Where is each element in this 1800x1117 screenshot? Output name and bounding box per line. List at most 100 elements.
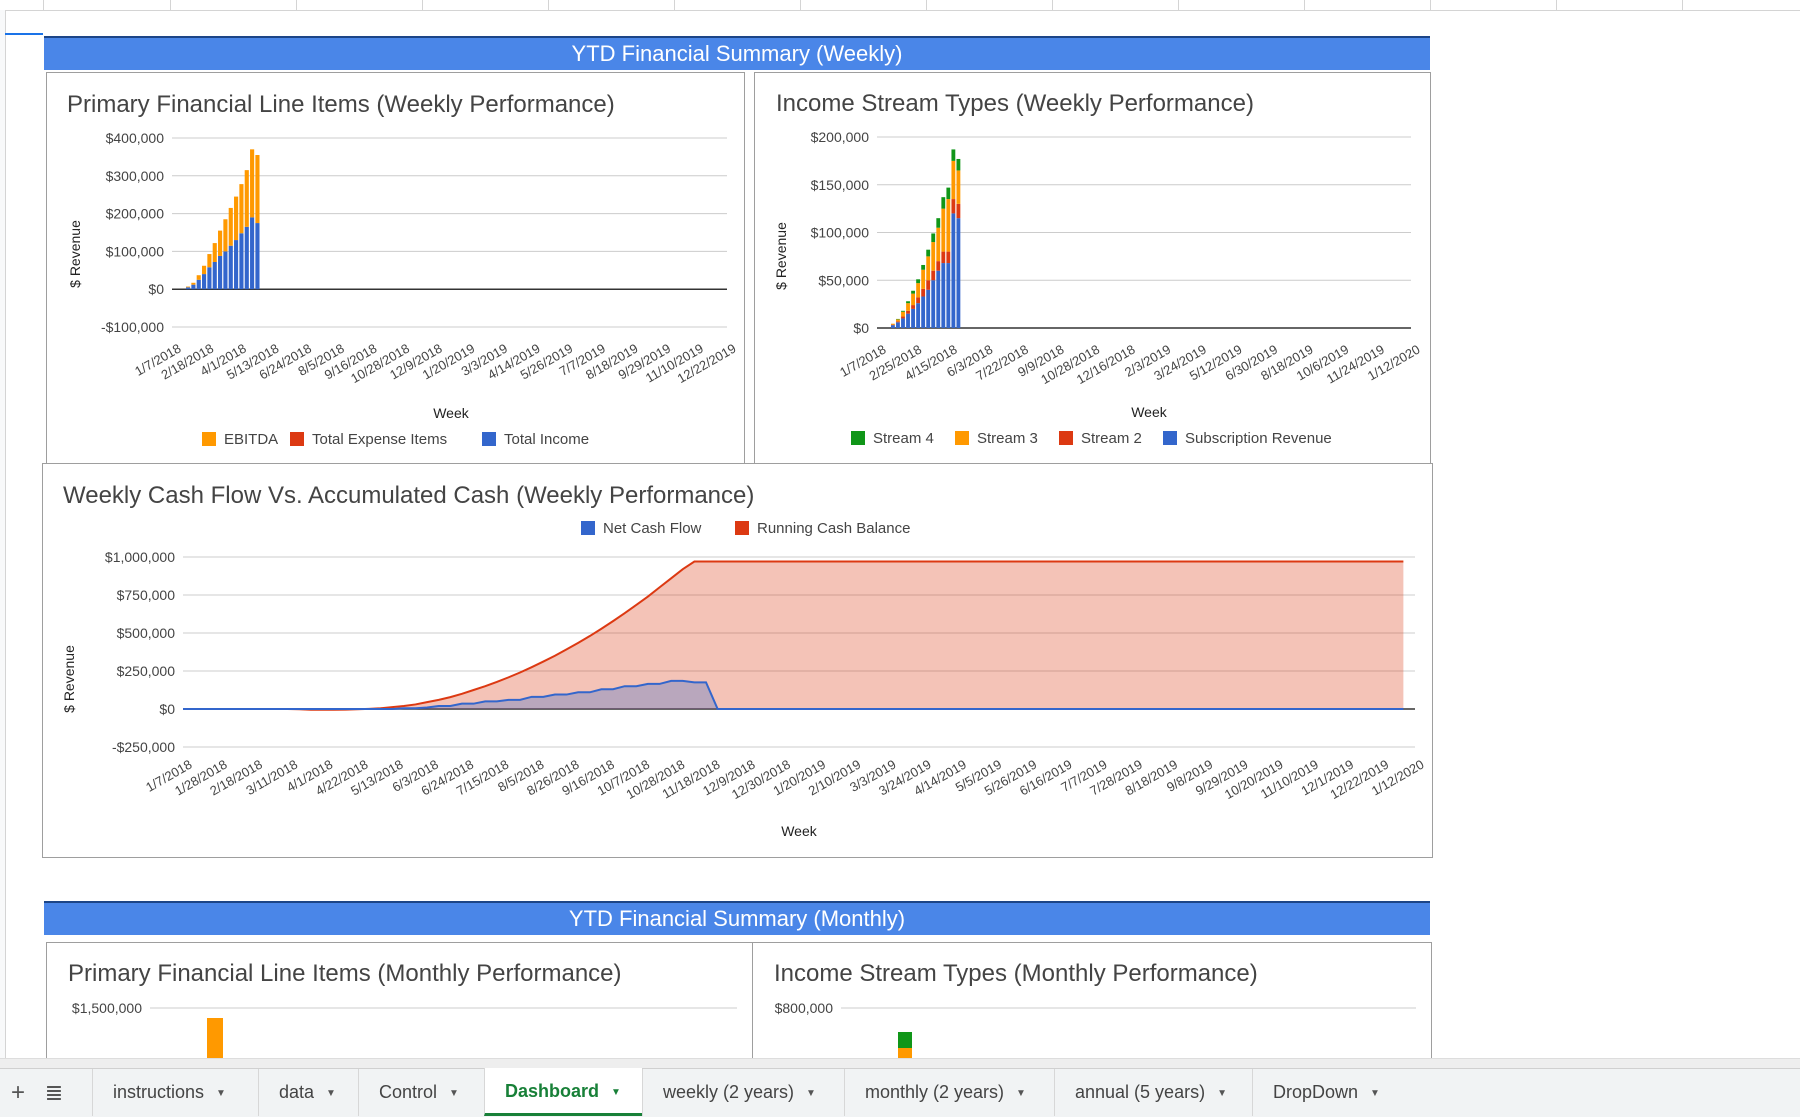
column-divider: [548, 0, 549, 10]
tab-menu-caret-icon[interactable]: ▼: [1217, 1071, 1227, 1117]
legend-swatch: [482, 432, 496, 446]
area-fill: [183, 562, 1403, 710]
bar: [207, 254, 211, 267]
tab-menu-caret-icon[interactable]: ▼: [1016, 1071, 1026, 1117]
bar: [951, 149, 955, 160]
tab-menu-caret-icon[interactable]: ▼: [326, 1071, 336, 1117]
tab-menu-caret-icon[interactable]: ▼: [611, 1070, 621, 1116]
bar: [202, 266, 206, 274]
y-tick-label: $750,000: [117, 587, 176, 603]
column-divider: [1430, 0, 1431, 10]
bar: [936, 218, 940, 228]
bar: [911, 291, 915, 294]
sheet-tab-label: monthly (2 years): [865, 1082, 1004, 1102]
y-tick-label: $400,000: [106, 130, 165, 146]
sheet-tab-annual-5-years[interactable]: annual (5 years)▼: [1054, 1069, 1252, 1116]
sheet-tab-control[interactable]: Control ▼: [358, 1069, 484, 1116]
y-tick-label: $0: [148, 281, 164, 297]
bar: [946, 188, 950, 199]
bar: [223, 251, 227, 289]
bar: [218, 231, 222, 256]
weekly-summary-banner: YTD Financial Summary (Weekly): [44, 36, 1430, 70]
y-tick-label: $1,500,000: [72, 1000, 142, 1016]
sheet-tab-label: DropDown: [1273, 1082, 1358, 1102]
bar: [956, 218, 960, 328]
chart-title: Income Stream Types (Monthly Performance…: [774, 960, 1258, 988]
x-axis-title: Week: [781, 823, 818, 839]
legend-swatch: [202, 432, 216, 446]
income-weekly-chart-svg: $0$50,000$100,000$150,000$200,0001/7/201…: [755, 73, 1431, 464]
legend-label: Total Income: [504, 431, 589, 448]
bar: [239, 184, 243, 233]
all-sheets-menu-icon[interactable]: ≣: [40, 1069, 68, 1117]
income-weekly-chart[interactable]: Income Stream Types (Weekly Performance)…: [754, 72, 1431, 464]
column-divider: [1682, 0, 1683, 10]
bar: [245, 170, 249, 227]
bar: [197, 280, 201, 289]
primary-monthly-chart[interactable]: Primary Financial Line Items (Monthly Pe…: [46, 942, 753, 1072]
bar: [911, 305, 915, 309]
row-headers: [0, 10, 6, 1058]
bar: [906, 314, 910, 328]
bar: [250, 217, 254, 289]
y-tick-label: -$100,000: [101, 319, 164, 335]
bar: [239, 233, 243, 289]
bar: [936, 271, 940, 328]
bar: [245, 227, 249, 289]
y-tick-label: $500,000: [117, 625, 176, 641]
bar: [926, 256, 930, 280]
column-divider: [926, 0, 927, 10]
bar: [921, 270, 925, 289]
sheet-tab-data[interactable]: data▼: [258, 1069, 358, 1116]
x-axis-title: Week: [433, 405, 470, 421]
legend-swatch: [955, 431, 969, 445]
column-divider: [800, 0, 801, 10]
sheet-tab-monthly-2-years[interactable]: monthly (2 years) ▼: [844, 1069, 1054, 1116]
primary-weekly-chart[interactable]: Primary Financial Line Items (Weekly Per…: [46, 72, 745, 464]
tab-menu-caret-icon[interactable]: ▼: [1370, 1071, 1380, 1117]
y-axis-title: $ Revenue: [67, 220, 83, 288]
bar: [896, 321, 900, 322]
bar: [255, 155, 259, 223]
bar: [229, 246, 233, 289]
cash-weekly-chart[interactable]: Weekly Cash Flow Vs. Accumulated Cash (W…: [42, 463, 1433, 858]
bar: [234, 197, 238, 240]
sheet-tab-instructions[interactable]: instructions▼: [92, 1069, 258, 1116]
bar: [951, 213, 955, 328]
y-tick-label: $1,000,000: [105, 549, 175, 565]
bar: [891, 324, 895, 325]
sheet-tab-label: weekly (2 years): [663, 1082, 794, 1102]
selected-cell[interactable]: [5, 11, 43, 35]
bar: [946, 252, 950, 263]
tab-menu-caret-icon[interactable]: ▼: [216, 1071, 226, 1117]
cash-weekly-chart-svg: -$250,000$0$250,000$500,000$750,000$1,00…: [43, 464, 1433, 858]
bar: [941, 252, 945, 263]
sheet-tab-dashboard[interactable]: Dashboard ▼: [484, 1068, 642, 1116]
add-sheet-icon[interactable]: +: [4, 1069, 32, 1117]
sheet-tab-bar: + ≣ instructions▼data▼ Control ▼ Dashboard ▼…: [0, 1068, 1800, 1117]
bar: [186, 287, 190, 289]
bar: [921, 265, 925, 270]
y-tick-label: $50,000: [818, 272, 869, 288]
primary-weekly-chart-svg: -$100,000$0$100,000$200,000$300,000$400,…: [47, 73, 745, 464]
y-tick-label: $200,000: [106, 206, 165, 222]
y-tick-label: $0: [853, 320, 869, 336]
legend-label: Subscription Revenue: [1185, 430, 1332, 447]
bar: [946, 263, 950, 328]
sheet-tab-dropdown[interactable]: DropDown ▼: [1252, 1069, 1422, 1116]
sheet-tab-label: Dashboard: [505, 1081, 599, 1101]
bar: [956, 159, 960, 170]
sheet-tab-weekly-2-years[interactable]: weekly (2 years) ▼: [642, 1069, 844, 1116]
bar: [901, 317, 905, 319]
tab-menu-caret-icon[interactable]: ▼: [806, 1071, 816, 1117]
column-divider: [674, 0, 675, 10]
chart-title: Income Stream Types (Weekly Performance): [776, 90, 1254, 118]
bar: [926, 280, 930, 290]
bar: [941, 263, 945, 328]
bar: [916, 303, 920, 328]
income-monthly-chart[interactable]: Income Stream Types (Monthly Performance…: [752, 942, 1432, 1072]
y-tick-label: $100,000: [811, 225, 870, 241]
sheet-tab-label: Control: [379, 1082, 437, 1102]
tab-menu-caret-icon[interactable]: ▼: [449, 1071, 459, 1117]
legend-label: Stream 2: [1081, 430, 1142, 447]
